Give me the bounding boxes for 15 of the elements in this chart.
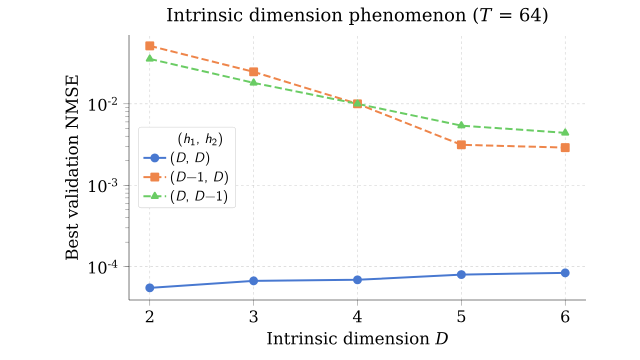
chart-title: Intrinsic dimension phenomenon (T = 64) <box>167 8 548 25</box>
legend-title: (h$_{1}$, h$_{2}$) <box>178 132 222 146</box>
x-tick-label: 5 <box>458 310 466 322</box>
y-tick-label: 10$^{-2}$ <box>89 96 117 111</box>
x-tick-label: 3 <box>250 310 258 322</box>
y-tick-label: 10$^{-4}$ <box>89 260 118 274</box>
y-axis-title: Best validation NMSE <box>65 76 78 260</box>
legend-label: (D, D) <box>170 152 210 166</box>
x-tick-label: 4 <box>352 310 362 322</box>
legend-label: (D, D−1) <box>170 190 228 204</box>
y-tick-label: 10$^{-3}$ <box>89 178 118 192</box>
x-tick-label: 6 <box>561 310 570 322</box>
legend-label: (D−1, D) <box>170 170 228 185</box>
x-tick-label: 2 <box>146 310 154 322</box>
x-axis-title: Intrinsic dimension D <box>267 332 448 345</box>
